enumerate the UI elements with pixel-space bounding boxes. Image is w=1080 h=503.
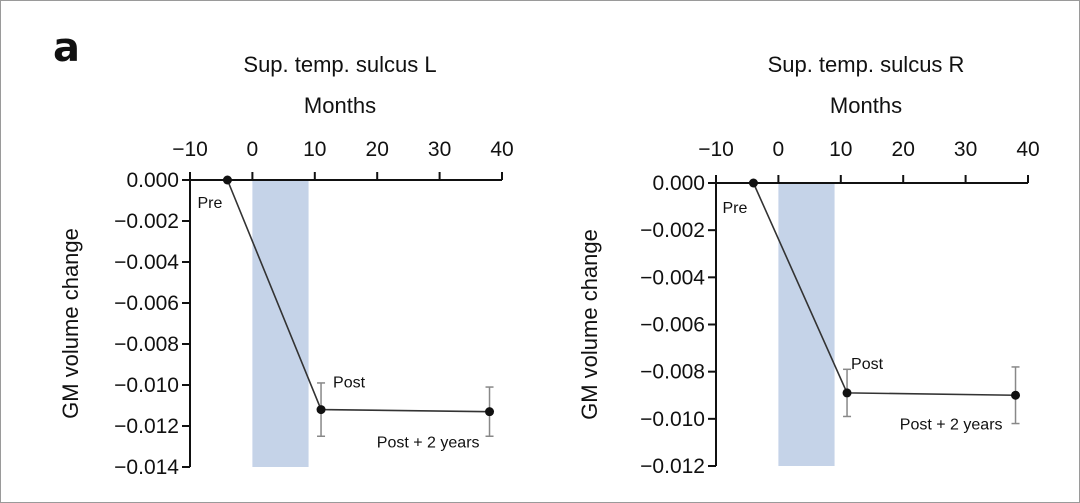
y-tick-label: −0.008 [640,361,705,384]
point-annotation: Post + 2 years [900,416,1003,433]
point-annotation: Post + 2 years [377,435,480,452]
data-point [1011,390,1021,400]
point-annotation: Post [333,375,366,392]
x-tick-label: 20 [892,138,915,161]
chart-title: Sup. temp. sulcus L [243,52,436,77]
y-tick-label: −0.006 [640,314,705,337]
y-tick-label: −0.012 [640,455,705,478]
panel-label: a [53,25,80,71]
y-tick-label: −0.006 [114,292,179,315]
point-annotation: Post [851,356,884,373]
y-tick-label: 0.000 [126,169,179,192]
data-point [748,178,758,188]
y-tick-label: 0.000 [652,172,705,195]
x-axis-label: Months [304,93,376,118]
y-tick-label: −0.012 [114,415,179,438]
x-tick-label: 20 [366,138,389,161]
data-point [842,388,852,398]
x-tick-label: 0 [773,138,785,161]
data-point [222,175,232,185]
y-axis-label: GM volume change [577,229,602,420]
x-tick-label: 30 [428,138,451,161]
x-tick-label: 10 [303,138,326,161]
chart-title: Sup. temp. sulcus R [768,52,965,77]
x-tick-label: 30 [954,138,977,161]
data-point [485,407,495,417]
x-tick-label: 40 [1016,138,1039,161]
x-tick-label: 40 [490,138,513,161]
x-tick-label: 10 [829,138,852,161]
y-tick-label: −0.014 [114,456,179,479]
y-tick-label: −0.008 [114,333,179,356]
x-tick-label: 0 [247,138,259,161]
y-tick-label: −0.004 [114,251,179,274]
point-annotation: Pre [722,200,747,217]
y-tick-label: −0.002 [640,219,705,242]
x-tick-label: −10 [172,138,208,161]
x-axis-label: Months [830,93,902,118]
y-tick-label: −0.010 [640,408,705,431]
data-point [316,405,326,415]
point-annotation: Pre [197,195,222,212]
y-axis-label: GM volume change [58,228,83,419]
shaded-interval [252,180,309,467]
y-tick-label: −0.002 [114,210,179,233]
y-tick-label: −0.004 [640,266,705,289]
x-tick-label: −10 [698,138,734,161]
y-tick-label: −0.010 [114,374,179,397]
shaded-interval [778,183,835,466]
